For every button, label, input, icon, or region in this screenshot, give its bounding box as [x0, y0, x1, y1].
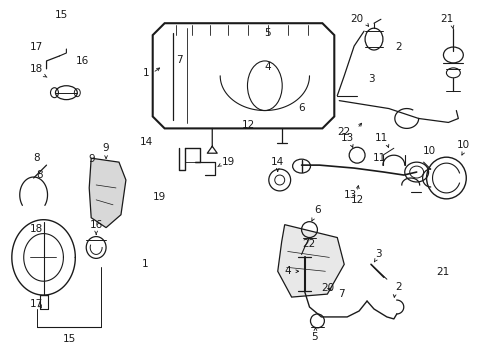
Text: 1: 1	[142, 68, 149, 78]
Text: 6: 6	[298, 103, 305, 113]
Text: 18: 18	[30, 64, 43, 74]
Text: 1: 1	[142, 259, 148, 269]
Text: 11: 11	[372, 153, 385, 163]
Text: 22: 22	[301, 239, 315, 249]
Text: 5: 5	[264, 28, 270, 38]
Text: 10: 10	[423, 147, 435, 157]
Text: 15: 15	[54, 10, 67, 20]
Text: 16: 16	[75, 57, 88, 66]
Text: 2: 2	[395, 42, 401, 52]
Text: 9: 9	[102, 143, 109, 153]
Text: 18: 18	[30, 224, 43, 234]
Text: 20: 20	[350, 14, 363, 24]
Text: 3: 3	[375, 249, 382, 260]
Text: 3: 3	[367, 74, 374, 84]
Text: 20: 20	[321, 283, 334, 293]
Text: 21: 21	[435, 267, 448, 277]
Text: 7: 7	[175, 55, 182, 65]
Text: 4: 4	[284, 266, 290, 276]
Text: 12: 12	[350, 195, 363, 205]
Text: 10: 10	[456, 140, 469, 150]
Text: 9: 9	[88, 154, 95, 163]
Text: 8: 8	[33, 153, 40, 163]
Text: 14: 14	[140, 138, 153, 148]
Text: 13: 13	[343, 190, 356, 200]
Text: 11: 11	[373, 133, 387, 143]
Text: 19: 19	[221, 157, 234, 167]
Text: 16: 16	[89, 220, 102, 230]
Polygon shape	[152, 23, 334, 129]
Text: 14: 14	[270, 157, 284, 167]
Text: 2: 2	[395, 282, 401, 292]
Text: 5: 5	[310, 332, 317, 342]
Text: 12: 12	[241, 120, 254, 130]
Text: 19: 19	[153, 192, 166, 202]
Text: 6: 6	[313, 205, 320, 215]
Text: 17: 17	[30, 42, 43, 52]
Text: 13: 13	[340, 133, 353, 143]
Text: 7: 7	[337, 289, 344, 299]
Text: 22: 22	[337, 127, 350, 138]
Polygon shape	[277, 225, 344, 297]
Text: 8: 8	[36, 170, 43, 180]
Text: 4: 4	[264, 63, 270, 72]
Polygon shape	[89, 158, 126, 228]
Text: 17: 17	[30, 299, 43, 309]
Text: 21: 21	[439, 14, 452, 24]
Text: 15: 15	[62, 334, 76, 344]
